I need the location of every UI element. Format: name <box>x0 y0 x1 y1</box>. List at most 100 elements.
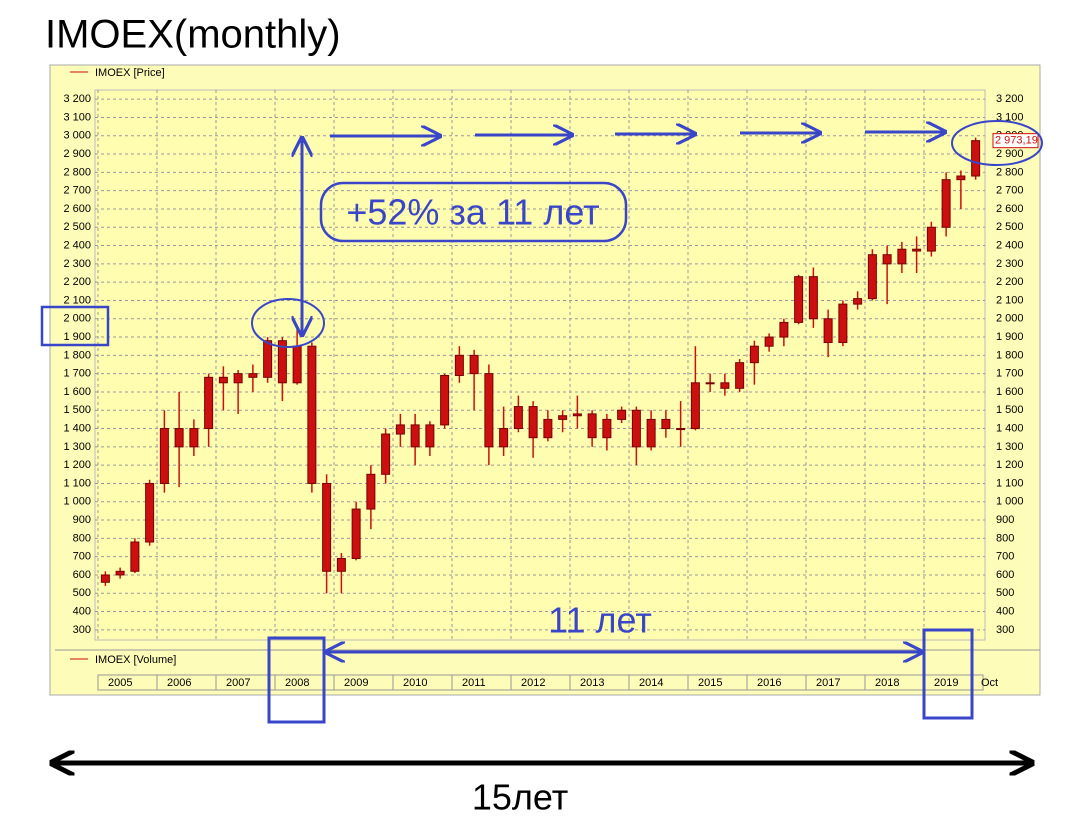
candle-body <box>204 376 214 430</box>
y-tick-label: 2 300 <box>63 258 91 270</box>
y2-tick-label: 300 <box>996 624 1014 636</box>
candle-body <box>381 433 391 475</box>
annotation: 15лет <box>472 777 568 818</box>
y-tick-label: 2 100 <box>63 294 91 306</box>
candle-body <box>749 345 759 364</box>
annotations <box>40 120 1043 724</box>
x-tick-label: 2019 <box>934 677 958 689</box>
candle-body <box>410 424 420 448</box>
y-tick-label: 3 200 <box>63 93 91 105</box>
plot: 300 300 400 400 500 500 600 600 700 700 800 800 900 9… <box>63 90 1039 691</box>
y-tick-label: 3 100 <box>63 111 91 123</box>
x-tick-label: 2008 <box>285 677 309 689</box>
y-tick-label: 1 100 <box>63 477 91 489</box>
candle-body <box>823 318 833 344</box>
last-value-box <box>992 133 1039 149</box>
y-tick-label: 1 200 <box>63 459 91 471</box>
y-tick-label: 2 700 <box>63 185 91 197</box>
y2-tick-label: 500 <box>996 587 1014 599</box>
candle-body <box>779 321 789 338</box>
y2-tick-label: 2 500 <box>996 221 1024 233</box>
candle-body <box>130 541 140 572</box>
candle-body <box>145 482 155 543</box>
y2-tick-label: 1 500 <box>996 404 1024 416</box>
x-tick-label: 2015 <box>698 677 722 689</box>
candle-body <box>705 382 715 385</box>
highlight <box>922 628 974 720</box>
y-tick-label: 2 800 <box>63 166 91 178</box>
y-tick-label: 3 000 <box>63 130 91 142</box>
chart-title: IMOEX(monthly) <box>45 13 341 57</box>
y2-tick-label: 2 800 <box>996 166 1024 178</box>
y-tick-label: 1 700 <box>63 368 91 380</box>
y-tick-label: 400 <box>73 605 91 617</box>
y-tick-label: 800 <box>73 532 91 544</box>
candle-body <box>646 418 656 448</box>
candle-body <box>661 418 671 430</box>
highlight <box>40 305 110 347</box>
y2-tick-label: 2 700 <box>996 185 1024 197</box>
candle-body <box>484 373 494 448</box>
x-tick-label: 2012 <box>521 677 545 689</box>
x-tick-label: 2014 <box>639 677 663 689</box>
y-tick-label: 2 000 <box>63 313 91 325</box>
candle-body <box>336 557 346 572</box>
y-tick-label: 300 <box>73 624 91 636</box>
candle-body <box>912 248 922 252</box>
y-tick-label: 1 000 <box>63 496 91 508</box>
y-tick-label: 500 <box>73 587 91 599</box>
candle-body <box>307 345 317 484</box>
candle-body <box>469 354 479 375</box>
candle-body <box>631 409 641 448</box>
annotation: +52% за 11 лет <box>346 192 599 233</box>
candle-body <box>941 179 951 228</box>
y-tick-label: 700 <box>73 551 91 563</box>
y2-tick-label: 1 300 <box>996 441 1024 453</box>
candle-body <box>971 140 981 177</box>
y2-tick-label: 800 <box>996 532 1014 544</box>
candle-body <box>587 413 597 439</box>
candle-body <box>248 373 258 378</box>
candle-body <box>720 382 730 389</box>
y-tick-label: 1 800 <box>63 349 91 361</box>
x-tick-label: 2018 <box>875 677 899 689</box>
candle-body <box>440 374 450 426</box>
y-tick-label: 2 400 <box>63 239 91 251</box>
candle-body <box>263 340 273 378</box>
y2-tick-label: 600 <box>996 569 1014 581</box>
candle-body <box>513 406 523 430</box>
x-tick-label: 2016 <box>757 677 781 689</box>
y2-tick-label: 700 <box>996 551 1014 563</box>
candle-body <box>882 254 892 265</box>
candle-body <box>366 473 376 510</box>
candle-body <box>425 424 435 448</box>
candle-body <box>174 428 184 448</box>
x-end-label: Oct <box>981 677 998 689</box>
candle-body <box>277 340 287 384</box>
highlight <box>951 120 1043 166</box>
y-tick-label: 1 900 <box>63 331 91 343</box>
candle-body <box>528 406 538 439</box>
x-tick-label: 2007 <box>226 677 250 689</box>
y2-tick-label: 2 900 <box>996 148 1024 160</box>
candle-body <box>543 418 553 439</box>
x-tick-label: 2009 <box>344 677 368 689</box>
y2-tick-label: 1 800 <box>996 349 1024 361</box>
candle-body <box>867 254 877 300</box>
candle-body <box>218 376 228 384</box>
candle-body <box>794 276 804 323</box>
candle-body <box>159 428 169 484</box>
candle-body <box>617 409 627 420</box>
candle-body <box>115 570 125 576</box>
y-tick-label: 1 500 <box>63 404 91 416</box>
y2-tick-label: 1 600 <box>996 386 1024 398</box>
y2-tick-label: 2 600 <box>996 203 1024 215</box>
y2-tick-label: 1 400 <box>996 422 1024 434</box>
candle-body <box>558 415 568 420</box>
y-tick-label: 900 <box>73 514 91 526</box>
candle-body <box>572 413 582 417</box>
candle-body <box>690 382 700 430</box>
candle-body <box>764 336 774 347</box>
y2-tick-label: 1 100 <box>996 477 1024 489</box>
